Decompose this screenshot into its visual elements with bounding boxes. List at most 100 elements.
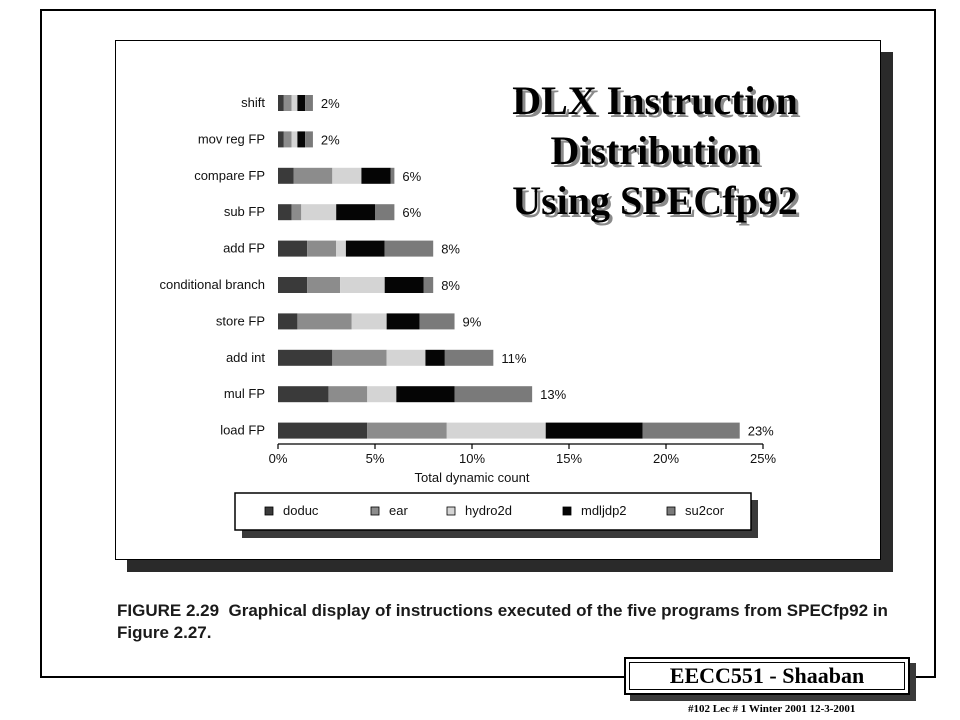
- bar-segment-su2cor: [419, 313, 455, 330]
- bar-segment-hydro2d: [351, 313, 387, 330]
- category-label: load FP: [220, 423, 265, 438]
- bar-segment-doduc: [278, 95, 284, 111]
- category-label: store FP: [216, 313, 265, 328]
- bar-segment-doduc: [278, 349, 333, 366]
- legend-swatch-ear: [370, 506, 380, 516]
- x-tick-label: 10%: [459, 451, 485, 466]
- total-label: 8%: [441, 242, 460, 257]
- bar-segment-hydro2d: [291, 95, 298, 111]
- bar-segment-doduc: [278, 422, 368, 439]
- figure-caption: FIGURE 2.29 Graphical display of instruc…: [117, 600, 907, 644]
- bar-segment-doduc: [278, 240, 308, 257]
- bar-segment-ear: [297, 313, 352, 330]
- caption-label: FIGURE 2.29: [117, 601, 220, 620]
- caption-text: Graphical display of instructions execut…: [117, 601, 888, 642]
- legend-label-ear: ear: [389, 503, 408, 518]
- bar-segment-su2cor: [423, 277, 434, 293]
- bar-segment-doduc: [278, 277, 308, 293]
- bar-segment-doduc: [278, 313, 298, 330]
- bar-segment-doduc: [278, 167, 294, 184]
- x-tick-label: 25%: [750, 451, 776, 466]
- legend-swatch-hydro2d: [446, 506, 456, 516]
- bar-segment-mdljdp2: [345, 240, 385, 257]
- bar-segment-ear: [332, 349, 387, 366]
- bar-segment-su2cor: [390, 167, 395, 184]
- bar-segment-mdljdp2: [297, 95, 306, 111]
- bar-segment-su2cor: [384, 240, 434, 257]
- category-label: mul FP: [224, 386, 265, 401]
- category-label: sub FP: [224, 204, 265, 219]
- category-label: compare FP: [194, 168, 265, 183]
- bar-segment-mdljdp2: [545, 422, 643, 439]
- total-label: 6%: [402, 169, 421, 184]
- bar-segment-hydro2d: [367, 386, 397, 403]
- bar-segment-ear: [307, 240, 337, 257]
- bar-segment-hydro2d: [336, 240, 346, 257]
- title-line-3: Using SPECfp92: [512, 178, 798, 223]
- bar-segment-doduc: [278, 204, 292, 221]
- bar-segment-mdljdp2: [297, 131, 306, 148]
- category-label: add int: [226, 350, 265, 365]
- bar-segment-hydro2d: [340, 277, 385, 293]
- category-label: conditional branch: [159, 277, 265, 292]
- legend-swatch-su2cor: [666, 506, 676, 516]
- bar-segment-ear: [367, 422, 447, 439]
- legend-label-su2cor: su2cor: [685, 503, 725, 518]
- legend-swatch-mdljdp2: [562, 506, 572, 516]
- x-axis-title: Total dynamic count: [415, 470, 530, 485]
- bar-segment-mdljdp2: [425, 349, 445, 366]
- bar-segment-su2cor: [305, 131, 313, 148]
- legend-swatch-doduc: [264, 506, 274, 516]
- x-tick-label: 15%: [556, 451, 582, 466]
- category-label: shift: [241, 95, 265, 110]
- total-label: 2%: [321, 96, 340, 111]
- bar-segment-mdljdp2: [361, 167, 391, 184]
- bar-segment-su2cor: [444, 349, 494, 366]
- total-label: 2%: [321, 132, 340, 147]
- total-label: 8%: [441, 278, 460, 293]
- bar-segment-mdljdp2: [396, 386, 455, 403]
- bar-segment-su2cor: [305, 95, 313, 111]
- bar-segment-hydro2d: [332, 167, 362, 184]
- bar-segment-su2cor: [642, 422, 740, 439]
- bar-segment-hydro2d: [301, 204, 337, 221]
- total-label: 11%: [501, 351, 526, 366]
- x-tick-label: 5%: [366, 451, 385, 466]
- figure-panel: [115, 40, 881, 560]
- title-line-1: DLX Instruction: [512, 78, 798, 123]
- bar-segment-ear: [293, 167, 333, 184]
- course-badge: EECC551 - Shaaban: [624, 657, 910, 695]
- bar-segment-su2cor: [375, 204, 395, 221]
- course-badge-text: EECC551 - Shaaban: [629, 662, 905, 690]
- total-label: 13%: [540, 387, 566, 402]
- bar-segment-ear: [307, 277, 341, 293]
- bar-segment-su2cor: [454, 386, 533, 403]
- bar-segment-hydro2d: [386, 349, 426, 366]
- title-line-2: Distribution: [550, 128, 760, 173]
- total-label: 23%: [748, 424, 774, 439]
- slide-footer: #102 Lec # 1 Winter 2001 12-3-2001: [688, 703, 856, 715]
- legend-label-hydro2d: hydro2d: [465, 503, 512, 518]
- bar-segment-ear: [328, 386, 368, 403]
- bar-segment-hydro2d: [446, 422, 546, 439]
- x-tick-label: 20%: [653, 451, 679, 466]
- bar-segment-hydro2d: [291, 131, 298, 148]
- bar-segment-mdljdp2: [336, 204, 375, 221]
- bar-segment-mdljdp2: [384, 277, 424, 293]
- bar-segment-doduc: [278, 386, 329, 403]
- bar-segment-mdljdp2: [386, 313, 420, 330]
- x-tick-label: 0%: [269, 451, 288, 466]
- total-label: 9%: [463, 314, 482, 329]
- legend-label-doduc: doduc: [283, 503, 319, 518]
- bar-segment-doduc: [278, 131, 284, 148]
- legend-box: [234, 492, 752, 531]
- category-label: mov reg FP: [198, 131, 265, 146]
- total-label: 6%: [402, 205, 421, 220]
- bar-segment-ear: [291, 204, 302, 221]
- slide-title: DLX Instruction Distribution Using SPECf…: [430, 76, 880, 226]
- bar-segment-ear: [283, 131, 292, 148]
- legend-label-mdljdp2: mdljdp2: [581, 503, 627, 518]
- category-label: add FP: [223, 241, 265, 256]
- bar-segment-ear: [283, 95, 292, 111]
